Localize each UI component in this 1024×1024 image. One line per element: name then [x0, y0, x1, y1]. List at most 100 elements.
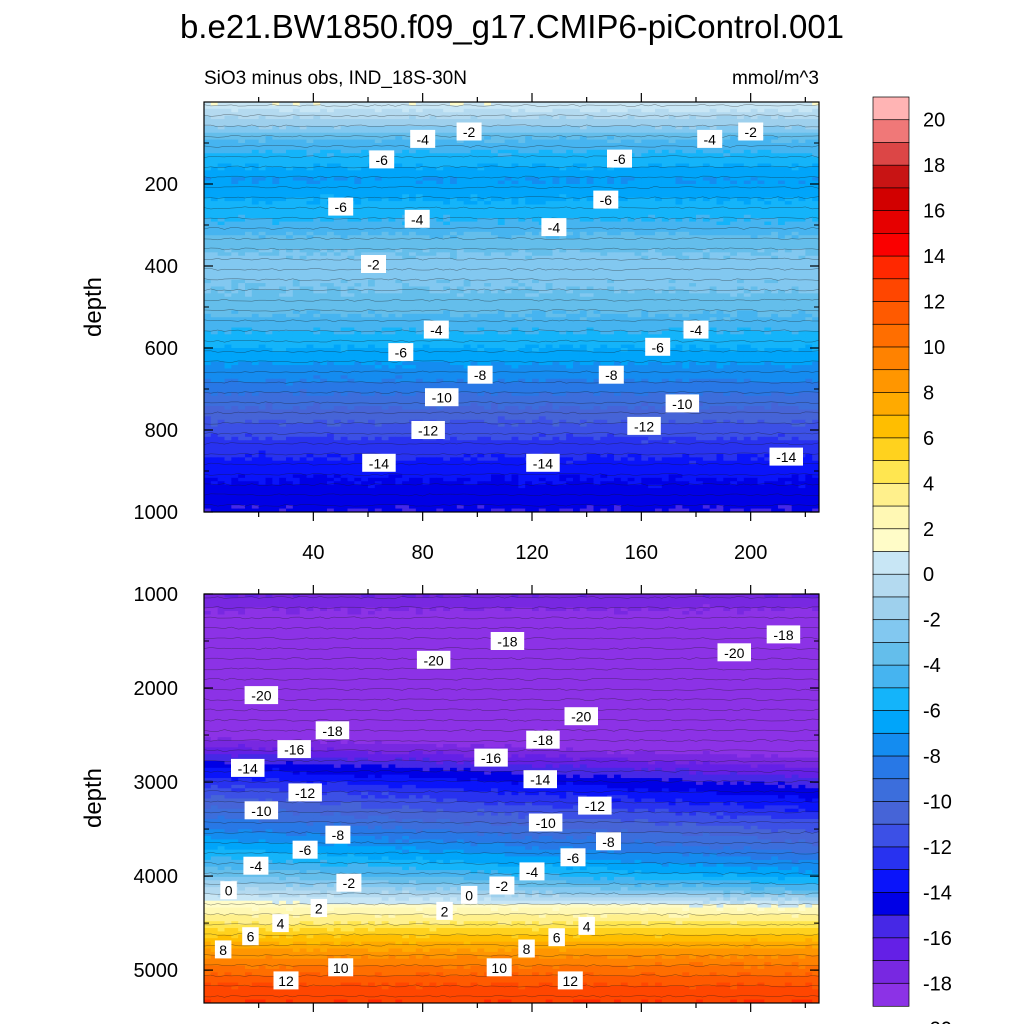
contour-cell	[573, 160, 581, 165]
contour-cell	[361, 136, 369, 141]
contour-cell	[620, 242, 629, 247]
contour-cell	[778, 259, 786, 264]
contour-cell	[579, 156, 588, 161]
contour-cell	[586, 286, 595, 291]
contour-cell	[559, 204, 567, 209]
contour-cell	[320, 132, 328, 137]
contour-cell	[279, 276, 287, 281]
contour-cell	[737, 228, 745, 233]
contour-cell	[798, 225, 806, 230]
contour-cell	[518, 108, 526, 113]
contour-cell	[245, 184, 253, 189]
contour-cell	[593, 102, 601, 107]
contour-cell	[805, 102, 813, 107]
contour-cell	[593, 173, 601, 178]
contour-cell	[299, 262, 308, 267]
contour-cell	[675, 262, 683, 267]
contour-cell	[279, 204, 287, 209]
contour-cell	[463, 163, 472, 168]
contour-cell	[805, 238, 813, 243]
contour-cell	[224, 105, 232, 110]
contour-cell	[224, 119, 232, 124]
contour-cell	[279, 163, 287, 168]
contour-cell	[696, 156, 704, 161]
contour-cell	[627, 269, 636, 274]
contour-cell	[245, 125, 253, 130]
contour-cell	[292, 108, 301, 113]
contour-cell	[552, 173, 560, 178]
contour-cell	[798, 166, 806, 171]
contour-cell	[689, 173, 697, 178]
contour-cell	[299, 201, 308, 206]
contour-cell	[737, 143, 745, 148]
contour-cell	[333, 187, 342, 192]
contour-cell	[525, 170, 533, 175]
contour-cell	[709, 211, 718, 216]
contour-cell	[327, 272, 335, 277]
contour-cell	[812, 187, 819, 192]
contour-cell	[532, 156, 540, 161]
contour-cell	[696, 269, 704, 274]
contour-cell	[702, 166, 711, 171]
contour-cell	[340, 252, 349, 257]
contour-cell	[217, 105, 226, 110]
contour-cell	[395, 207, 403, 212]
contour-cell	[231, 102, 239, 107]
contour-cell	[340, 248, 349, 253]
contour-cell	[224, 187, 232, 192]
contour-cell	[579, 173, 588, 178]
contour-cell	[456, 108, 465, 113]
contour-cell	[320, 221, 328, 226]
contour-cell	[661, 279, 670, 284]
contour-cell	[217, 211, 226, 216]
contour-cell	[716, 225, 724, 230]
contour-cell	[620, 272, 629, 277]
contour-cell	[730, 245, 738, 250]
contour-cell	[620, 228, 629, 233]
contour-cell	[778, 269, 786, 274]
contour-cell	[217, 156, 226, 161]
contour-cell	[737, 252, 745, 257]
contour-cell	[641, 225, 649, 230]
contour-cell	[771, 108, 779, 113]
contour-cell	[545, 272, 554, 277]
contour-cell	[545, 180, 554, 185]
contour-cell	[573, 276, 581, 281]
contour-cell	[709, 180, 718, 185]
contour-cell	[538, 146, 547, 151]
contour-cell	[313, 122, 321, 127]
contour-cell	[272, 245, 280, 250]
contour-cell	[805, 283, 813, 288]
contour-cell	[299, 105, 308, 110]
contour-cell	[299, 228, 308, 233]
contour-cell	[545, 248, 554, 253]
contour-cell	[723, 255, 731, 260]
contour-cell	[730, 214, 738, 219]
contour-cell	[491, 221, 499, 226]
contour-cell	[757, 255, 765, 260]
contour-cell	[675, 105, 683, 110]
contour-cell	[422, 279, 431, 284]
contour-cell	[272, 105, 280, 110]
contour-cell	[791, 262, 800, 267]
contour-cell	[204, 119, 212, 124]
contour-cell	[484, 201, 492, 206]
contour-cell	[743, 266, 752, 271]
contour-cell	[320, 214, 328, 219]
contour-cell	[347, 149, 355, 154]
contour-cell	[395, 177, 403, 182]
contour-cell	[347, 119, 355, 124]
contour-cell	[600, 231, 608, 236]
contour-cell	[600, 242, 608, 247]
contour-cell	[743, 139, 752, 144]
contour-cell	[361, 163, 369, 168]
contour-cell	[361, 286, 369, 291]
contour-cell	[682, 201, 690, 206]
contour-cell	[292, 242, 301, 247]
contour-cell	[730, 102, 738, 107]
contour-cell	[518, 262, 526, 267]
contour-cell	[415, 160, 424, 165]
contour-cell	[327, 146, 335, 151]
contour-cell	[286, 225, 294, 230]
contour-cell	[593, 115, 601, 120]
